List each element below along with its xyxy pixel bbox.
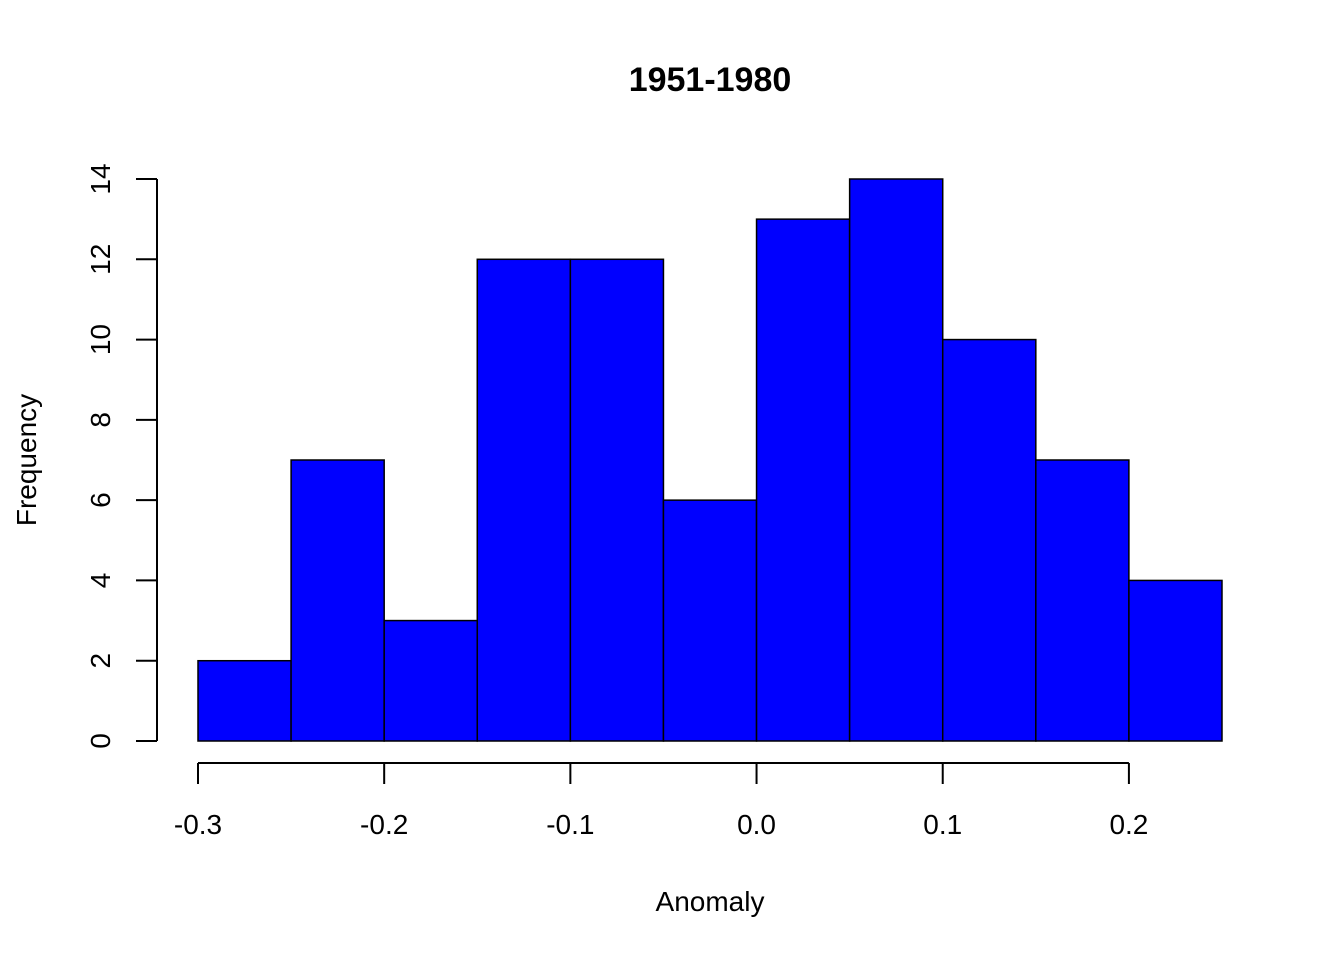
- y-tick-label-2: 4: [85, 573, 116, 589]
- x-tick-label-0: -0.3: [174, 809, 222, 840]
- histogram-bar-3: [476, 258, 572, 742]
- histogram-bar-10: [1128, 579, 1223, 742]
- y-tick-label-1: 2: [85, 653, 116, 669]
- y-tick-label-5: 10: [85, 324, 116, 355]
- y-tick-label-3: 6: [85, 492, 116, 508]
- x-tick-label-3: 0.0: [737, 809, 776, 840]
- y-tick-label-6: 12: [85, 244, 116, 275]
- y-axis-label: Frequency: [11, 394, 42, 526]
- chart-title: 1951-1980: [629, 61, 792, 99]
- x-axis-label: Anomaly: [656, 886, 765, 917]
- y-tick-label-4: 8: [85, 412, 116, 428]
- histogram-bar-0: [197, 659, 292, 742]
- x-tick-label-5: 0.2: [1109, 809, 1148, 840]
- y-tick-label-0: 0: [85, 733, 116, 749]
- x-axis: -0.3 -0.2 -0.1 0.0 0.1 0.2: [174, 762, 1148, 840]
- x-tick-label-4: 0.1: [923, 809, 962, 840]
- histogram-bar-7: [848, 178, 944, 742]
- y-axis: 0 2 4 6 8 10 12 14: [85, 163, 158, 749]
- histogram-bar-9: [1035, 459, 1130, 742]
- histogram-bar-6: [755, 218, 851, 742]
- histogram-bar-4: [569, 258, 665, 742]
- histogram-bar-5: [662, 499, 758, 742]
- histogram-bar-8: [941, 338, 1037, 742]
- histogram-bar-2: [383, 619, 479, 742]
- x-tick-label-2: -0.1: [546, 809, 594, 840]
- bars-group: [197, 178, 1223, 742]
- histogram-bar-1: [290, 459, 385, 742]
- y-tick-label-7: 14: [85, 163, 116, 194]
- x-tick-label-1: -0.2: [360, 809, 408, 840]
